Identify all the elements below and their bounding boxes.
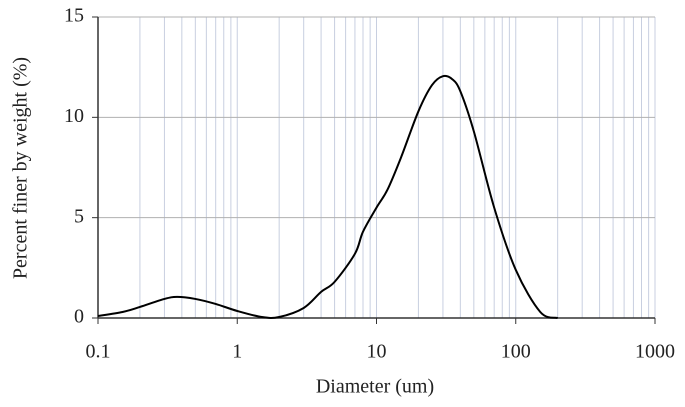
y-tick-label: 5 xyxy=(74,205,84,227)
x-tick-label: 10 xyxy=(367,341,387,363)
x-tick-label: 100 xyxy=(501,341,531,363)
x-axis-label: Diameter (um) xyxy=(316,376,434,398)
x-tick-label: 0.1 xyxy=(86,341,111,363)
y-axis-label: Percent finer by weight (%) xyxy=(10,57,32,279)
y-tick-label: 15 xyxy=(64,5,84,27)
y-tick-label: 10 xyxy=(64,105,84,127)
y-tick-label: 0 xyxy=(74,306,84,328)
x-tick-label: 1 xyxy=(232,341,242,363)
data-line xyxy=(97,74,558,319)
x-tick-label: 1000 xyxy=(635,341,675,363)
